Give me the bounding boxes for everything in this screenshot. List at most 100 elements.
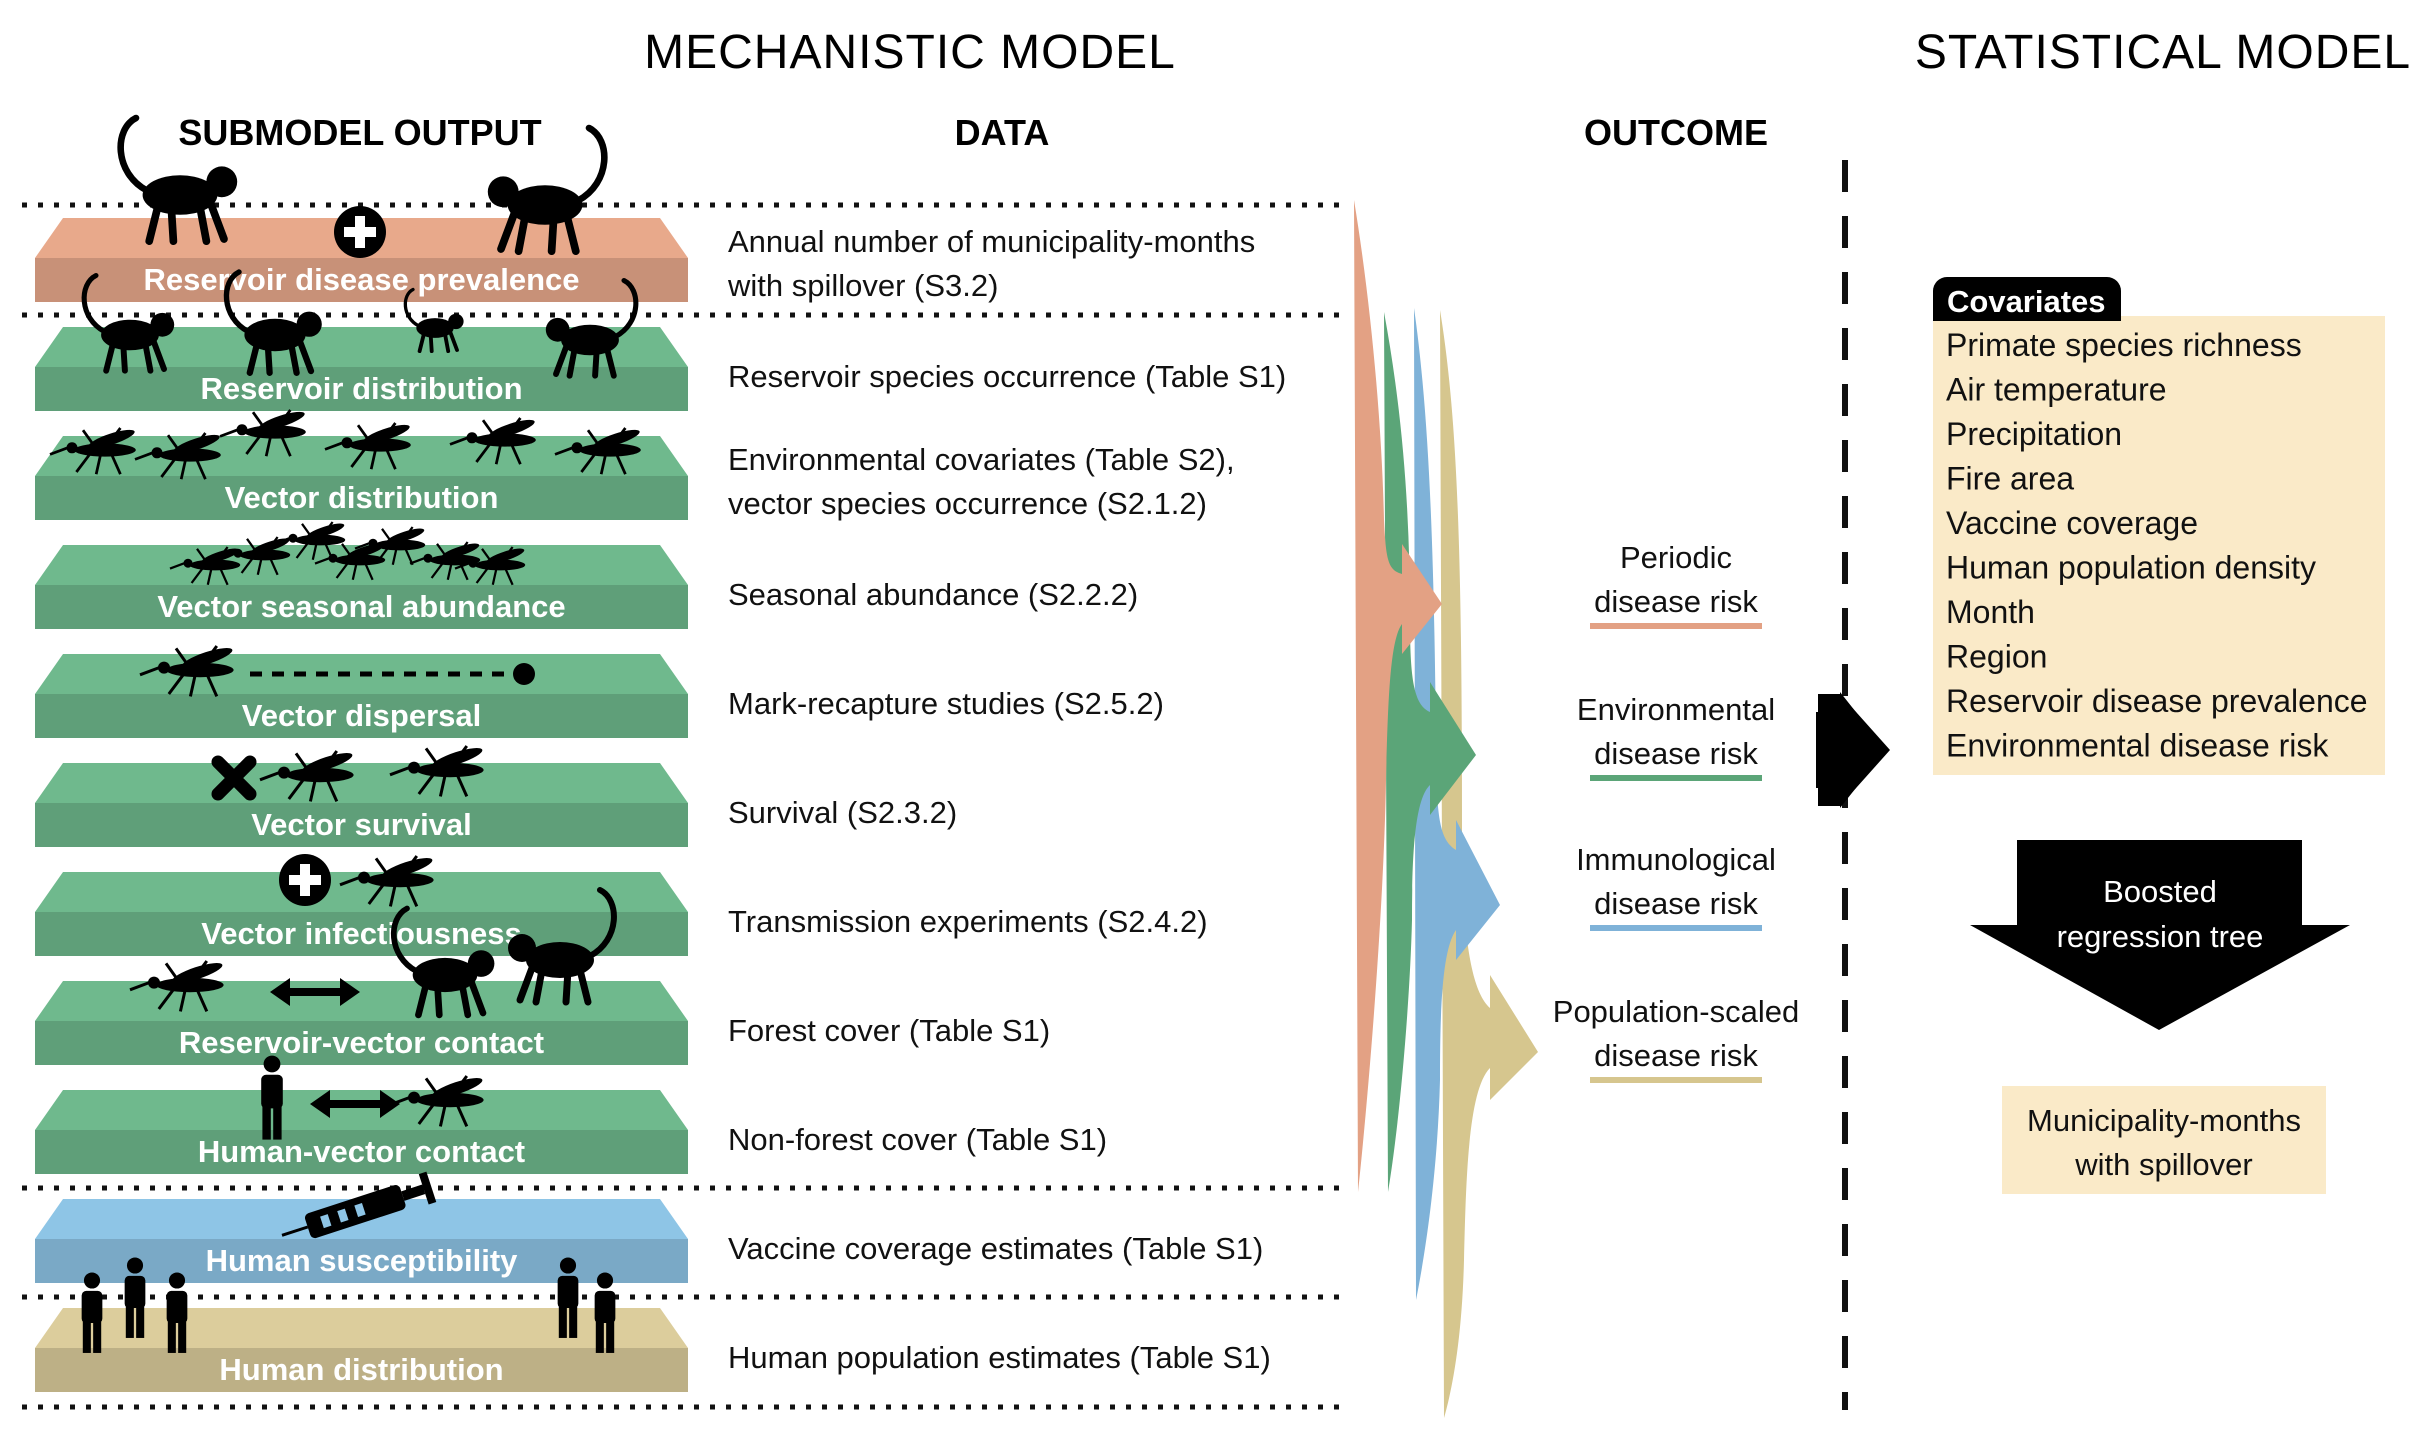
boosted-regression-tree: Boosted regression tree — [1970, 840, 2350, 1030]
mosquito-icon — [314, 541, 386, 581]
mosquito-icon — [449, 417, 536, 465]
layer-top — [35, 763, 688, 803]
layer-label: Vector distribution — [225, 480, 499, 515]
population-flow-arrow — [1440, 310, 1538, 1418]
layer-label: Vector seasonal abundance — [157, 589, 565, 624]
human-icon — [261, 1055, 283, 1140]
layer-front — [35, 1021, 688, 1065]
layer-data-text: Mark-recapture studies (S2.5.2) — [728, 686, 1164, 721]
layer-data-text: with spillover (S3.2) — [727, 268, 998, 303]
human-icon — [594, 1272, 616, 1353]
covariates-list: Primate species richness Air temperature P… — [1946, 327, 2368, 764]
layer-top — [35, 872, 688, 912]
layer-front — [35, 694, 688, 738]
covariates-box — [1933, 316, 2385, 775]
layer-top — [35, 1090, 688, 1130]
covariate-item: Precipitation — [1946, 416, 2122, 452]
statistical-model-header: STATISTICAL MODEL — [1915, 26, 2411, 79]
layer-label: Vector survival — [251, 807, 472, 842]
layer-data-text: Transmission experiments (S2.4.2) — [728, 904, 1208, 939]
covariate-item: Fire area — [1946, 461, 2074, 497]
mosquito-icon — [324, 422, 411, 470]
outcome-header: OUTCOME — [1584, 112, 1768, 153]
covariates-panel: Covariates Primate species richness Air t… — [1933, 277, 2385, 775]
mosquito-icon — [554, 427, 641, 475]
result-line-1: Municipality-months — [2027, 1103, 2301, 1138]
layer-data-text: Annual number of municipality-months — [728, 224, 1255, 259]
layer-top — [35, 1308, 688, 1348]
syringe-icon — [281, 1171, 437, 1239]
layer-label: Reservoir disease prevalence — [144, 262, 580, 297]
layer-front — [35, 367, 688, 411]
layer-data-text: Vaccine coverage estimates (Table S1) — [728, 1231, 1263, 1266]
mosquito-icon — [134, 432, 221, 480]
human-icon — [81, 1272, 103, 1353]
human-icon — [557, 1257, 579, 1338]
monkey-icon — [117, 114, 238, 246]
environmental-flow-arrow — [1384, 312, 1476, 1192]
layer-front — [35, 258, 688, 302]
layer-label: Human-vector contact — [198, 1134, 525, 1169]
mosquito-icon — [274, 521, 346, 561]
dotted-separators — [22, 202, 1340, 1410]
layer-slab: Vector infectiousness — [35, 872, 688, 956]
covariate-item: Air temperature — [1946, 372, 2167, 408]
covariate-item: Environmental disease risk — [1946, 728, 2329, 764]
flow-arrows — [1354, 200, 1538, 1418]
plus-circle-icon — [334, 206, 386, 258]
covariates-title: Covariates — [1947, 284, 2106, 319]
monkey-icon — [81, 272, 175, 374]
covariate-item: Human population density — [1946, 550, 2316, 586]
covariate-item: Vaccine coverage — [1946, 505, 2198, 541]
layer-front — [35, 585, 688, 629]
outcome-label-line-2: disease risk — [1594, 1038, 1758, 1073]
mechanistic-model-header: MECHANISTIC MODEL — [644, 26, 1176, 79]
outcome-label-line-1: Population-scaled — [1553, 994, 1799, 1029]
human-icon — [166, 1272, 188, 1353]
brt-arrow-shape — [1970, 840, 2350, 1030]
double-arrow-icon — [270, 978, 360, 1006]
mosquito-icon — [129, 960, 224, 1013]
mosquito-icon — [389, 745, 484, 798]
dispersal-endpoint-icon — [513, 663, 535, 685]
layer-data-text: Non-forest cover (Table S1) — [728, 1122, 1107, 1157]
layer-label: Human susceptibility — [206, 1243, 519, 1278]
monkey-icon — [391, 905, 495, 1019]
mosquito-icon — [169, 546, 241, 586]
layer-front — [35, 1348, 688, 1392]
mosquito-icon — [339, 855, 434, 908]
covariate-item: Month — [1946, 594, 2035, 630]
mosquito-icon — [354, 526, 426, 566]
layer-front — [35, 1130, 688, 1174]
result-line-2: with spillover — [2074, 1147, 2252, 1182]
cross-icon — [211, 755, 257, 801]
layer-front — [35, 1239, 688, 1283]
brt-label-line-1: Boosted — [2103, 874, 2217, 909]
result-box — [2002, 1086, 2326, 1194]
covariate-item: Primate species richness — [1946, 327, 2302, 363]
layer-front — [35, 803, 688, 847]
layer-label: Vector dispersal — [242, 698, 482, 733]
covariates-title-tab-base — [1933, 300, 2121, 321]
plus-circle-icon — [279, 854, 331, 906]
layer-slab: Human-vector contact — [35, 1090, 688, 1174]
outcome-label-line-1: Periodic — [1620, 540, 1732, 575]
outcome-label-line-1: Immunological — [1576, 842, 1776, 877]
mosquito-icon — [219, 409, 306, 457]
layer-data-text: Reservoir species occurrence (Table S1) — [728, 359, 1286, 394]
human-icon — [124, 1257, 146, 1338]
layer-data-text: Seasonal abundance (S2.2.2) — [728, 577, 1138, 612]
outcome-label-line-2: disease risk — [1594, 584, 1758, 619]
layer-label: Vector infectiousness — [201, 916, 521, 951]
monkey-icon — [508, 887, 617, 1006]
layer-front — [35, 476, 688, 520]
mosquito-icon — [49, 427, 136, 475]
outcome-label-line-2: disease risk — [1594, 736, 1758, 771]
layer-top — [35, 327, 688, 367]
outcome-label-line-1: Environmental — [1577, 692, 1775, 727]
layer-slab: Vector distribution — [35, 436, 688, 520]
monkey-icon — [403, 287, 464, 354]
layer-slab: Reservoir-vector contact — [35, 981, 688, 1065]
monkey-icon — [223, 269, 322, 376]
